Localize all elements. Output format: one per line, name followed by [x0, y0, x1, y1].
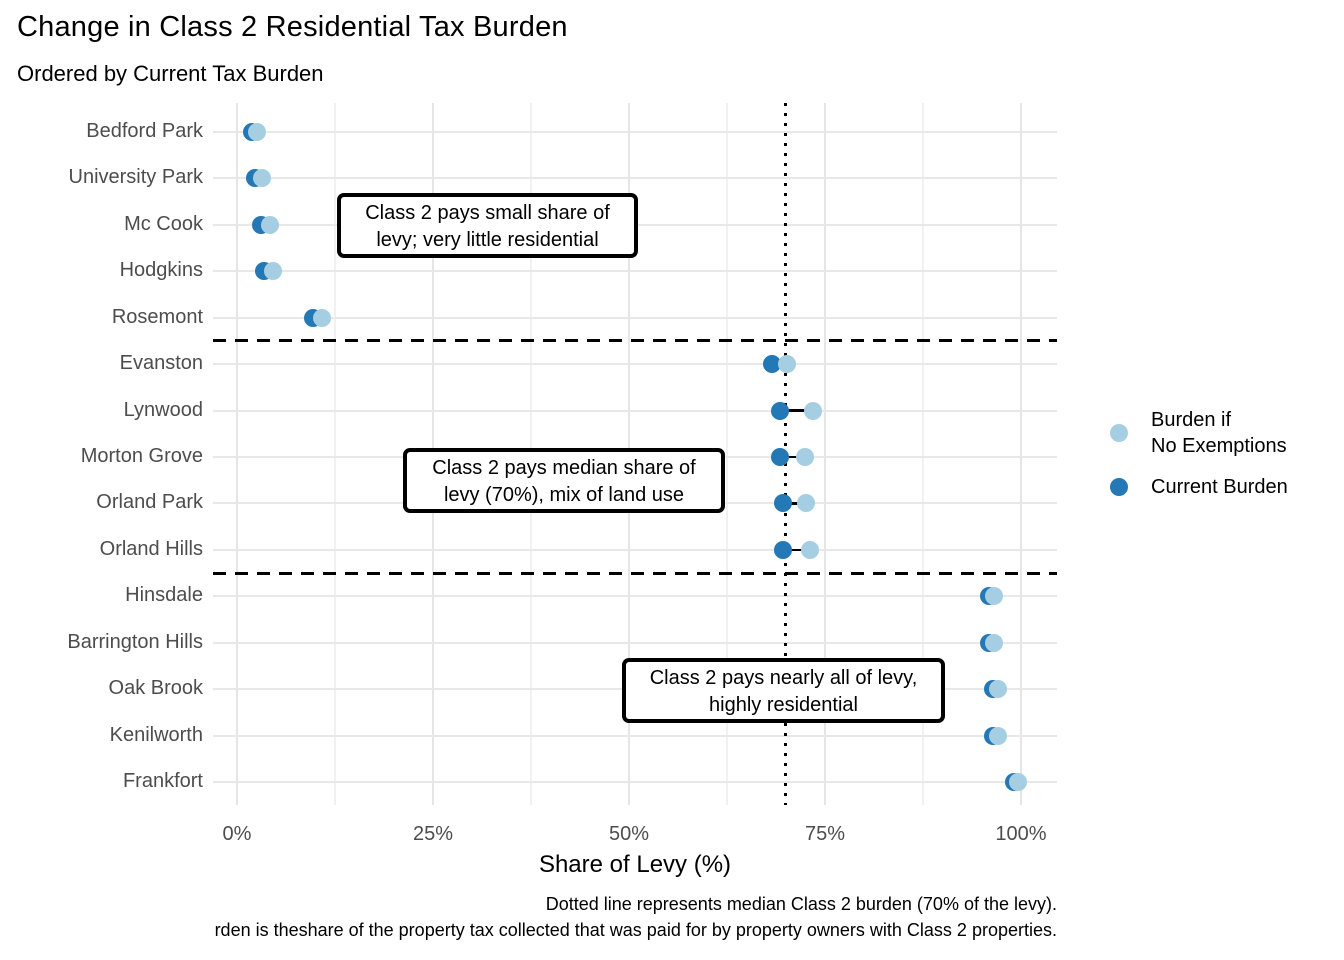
- burden-change-connector: [779, 455, 805, 459]
- current-burden-dot: [771, 401, 790, 420]
- group-separator-dashed-line: [213, 571, 1057, 575]
- no-exemptions-dot: [797, 494, 816, 513]
- chart-subtitle: Ordered by Current Tax Burden: [17, 61, 324, 86]
- gridline-horizontal: [213, 177, 1057, 180]
- y-axis-label: Orland Park: [96, 491, 203, 514]
- y-axis-label: Morton Grove: [80, 445, 203, 467]
- gridline-vertical-major: [824, 103, 826, 805]
- caption-line-1: Dotted line represents median Class 2 bu…: [545, 894, 1057, 914]
- gridline-horizontal: [213, 781, 1057, 784]
- y-axis-label: Evanston: [119, 352, 203, 375]
- gridline-horizontal: [213, 316, 1057, 319]
- legend-label-line: No Exemptions: [1151, 435, 1287, 457]
- annotation-text: Class 2 pays nearly all of levy,: [649, 667, 918, 689]
- y-axis-label: Oak Brook: [108, 677, 203, 700]
- y-axis-label: Bedford Park: [86, 120, 203, 142]
- annotation-text: Class 2 pays small share of: [365, 202, 610, 224]
- gridline-vertical-major: [236, 103, 238, 805]
- no-exemptions-dot: [804, 401, 823, 420]
- gridline-horizontal: [213, 409, 1057, 412]
- y-axis-labels: Bedford Park University Park Mc Cook Hodgki…: [0, 103, 203, 805]
- y-axis-label: University Park: [68, 166, 203, 189]
- plot-panel: Class 2 pays small share of levy; very li…: [213, 103, 1057, 805]
- no-exemptions-dot: [801, 540, 820, 559]
- no-exemptions-dot: [264, 262, 283, 281]
- burden-change-connector: [780, 409, 814, 412]
- gridline-vertical-minor: [922, 103, 924, 805]
- current-burden-dot: [762, 355, 781, 374]
- annotation-text: Class 2 pays median share of: [432, 457, 696, 479]
- gridline-horizontal: [213, 363, 1057, 366]
- current-burden-dot: [770, 448, 789, 466]
- legend-item-current: Current Burden: [1110, 474, 1288, 500]
- no-exemptions-dot: [778, 355, 797, 374]
- y-axis-label: Orland Hills: [99, 537, 203, 560]
- legend-label-line: Burden if: [1151, 409, 1232, 431]
- y-axis-label: Barrington Hills: [67, 630, 203, 653]
- current-burden-dot: [774, 540, 793, 559]
- burden-change-connector: [782, 502, 807, 505]
- x-axis-tick-label: 0%: [222, 823, 252, 845]
- x-axis-title: Share of Levy (%): [538, 851, 732, 878]
- x-axis-tick-label: 75%: [804, 823, 846, 845]
- x-axis-tick-label: 25%: [412, 823, 454, 845]
- no-exemptions-dot: [989, 726, 1008, 745]
- caption-line-2: rden is theshare of the property tax col…: [214, 920, 1057, 940]
- no-exemptions-dot: [795, 448, 814, 466]
- group-separator-dashed-line: [213, 339, 1057, 343]
- current-burden-dot-icon: [1110, 478, 1128, 496]
- x-axis-tick-label: 50%: [608, 823, 650, 845]
- no-exemptions-dot: [1008, 773, 1027, 792]
- x-axis-tick-labels: 0% 25% 50% 75% 100%: [213, 823, 1057, 849]
- no-exemptions-dot: [985, 587, 1004, 606]
- annotation-text: levy; very little residential: [376, 229, 599, 251]
- current-burden-dot: [773, 494, 792, 513]
- burden-change-connector: [783, 548, 811, 552]
- gridline-vertical-minor: [726, 103, 728, 805]
- y-axis-label: Mc Cook: [124, 212, 203, 235]
- annotation-text: highly residential: [709, 694, 858, 716]
- legend-label-current: Current Burden: [1151, 476, 1288, 498]
- legend-label-no-exemptions: Burden if No Exemptions: [1151, 407, 1287, 459]
- gridline-horizontal: [213, 548, 1057, 551]
- y-axis-label: Hodgkins: [119, 259, 203, 282]
- annotation-text: levy (70%), mix of land use: [443, 484, 685, 506]
- no-exemptions-dot: [312, 308, 331, 327]
- gridline-vertical-major: [1020, 103, 1022, 805]
- no-exemptions-dot: [260, 215, 279, 234]
- annotation-box: Class 2 pays nearly all of levy, highly r…: [622, 658, 945, 723]
- gridline-horizontal: [213, 641, 1057, 644]
- gridline-vertical-minor: [334, 103, 336, 805]
- gridline-horizontal: [213, 595, 1057, 598]
- no-exemptions-dot-icon: [1110, 424, 1128, 442]
- y-axis-label: Kenilworth: [109, 723, 203, 746]
- no-exemptions-dot: [985, 633, 1004, 652]
- no-exemptions-dot: [248, 123, 267, 141]
- gridline-horizontal: [213, 734, 1057, 737]
- gridline-horizontal: [213, 131, 1057, 133]
- legend: Burden if No Exemptions Current Burden: [1110, 407, 1288, 500]
- no-exemptions-dot: [989, 680, 1008, 699]
- annotation-box: Class 2 pays median share of levy (70%), …: [403, 448, 725, 513]
- chart-title: Change in Class 2 Residential Tax Burden: [17, 11, 568, 43]
- legend-item-no-exemptions: Burden if No Exemptions: [1110, 407, 1288, 459]
- gridline-horizontal: [213, 270, 1057, 273]
- y-axis-label: Rosemont: [111, 305, 203, 328]
- y-axis-label: Lynwood: [123, 398, 203, 421]
- x-axis-tick-label: 100%: [995, 823, 1047, 845]
- y-axis-label: Frankfort: [122, 770, 203, 793]
- annotation-box: Class 2 pays small share of levy; very li…: [337, 193, 638, 258]
- no-exemptions-dot: [253, 169, 272, 188]
- y-axis-label: Hinsdale: [125, 584, 203, 607]
